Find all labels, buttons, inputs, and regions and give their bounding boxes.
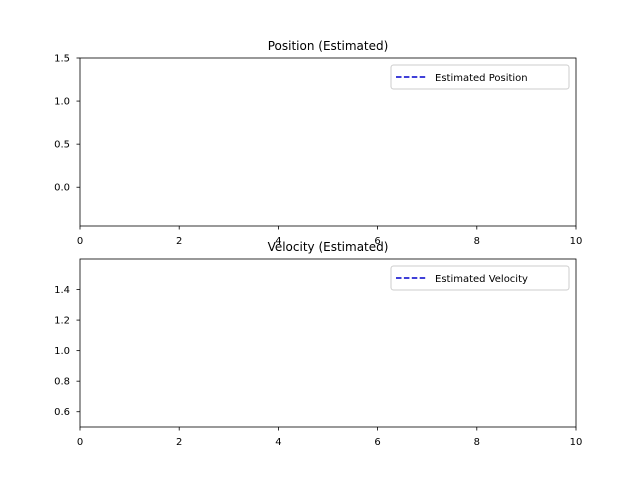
- x-tick-label: 4: [275, 437, 281, 448]
- subplot-1: 0 2 4 6 8 10 0.0 0.5 1.0 1.5 Position (Estimated) E…: [54, 39, 582, 247]
- chart-title: Velocity (Estimated): [268, 240, 389, 254]
- x-tick-label: 8: [474, 236, 480, 247]
- y-tick-label: 1.2: [54, 316, 70, 327]
- y-tick-label: 1.0: [54, 97, 70, 108]
- y-tick-label: 1.0: [54, 346, 70, 357]
- y-tick-label: 1.5: [54, 54, 70, 65]
- x-tick-label: 10: [570, 236, 583, 247]
- legend: Estimated Velocity: [390, 265, 570, 291]
- x-tick-label: 6: [374, 437, 380, 448]
- x-tick-label: 0: [77, 236, 83, 247]
- axes-frame: [79, 57, 577, 227]
- x-tick-label: 0: [77, 437, 83, 448]
- legend: Estimated Position: [390, 64, 570, 90]
- y-tick-label: 0.0: [54, 183, 70, 194]
- legend-frame: [390, 265, 570, 291]
- legend-label: Estimated Position: [435, 73, 528, 84]
- x-tick-label: 8: [474, 437, 480, 448]
- subplot-2: 0 2 4 6 8 10 0.6 0.8 1.0 1.2 1.4 Velocity (Estimate…: [54, 240, 582, 448]
- y-tick-label: 0.6: [54, 407, 70, 418]
- x-tick-label: 6: [374, 236, 380, 247]
- x-tick-label: 2: [176, 236, 182, 247]
- legend-label: Estimated Velocity: [435, 274, 528, 285]
- legend-frame: [390, 64, 570, 90]
- x-tick-label: 4: [275, 236, 281, 247]
- y-tick-label: 0.5: [54, 140, 70, 151]
- chart-title: Position (Estimated): [268, 39, 389, 53]
- axes-frame: [79, 258, 577, 428]
- x-tick-label: 10: [570, 437, 583, 448]
- y-tick-label: 0.8: [54, 377, 70, 388]
- x-tick-label: 2: [176, 437, 182, 448]
- y-tick-label: 1.4: [54, 285, 70, 296]
